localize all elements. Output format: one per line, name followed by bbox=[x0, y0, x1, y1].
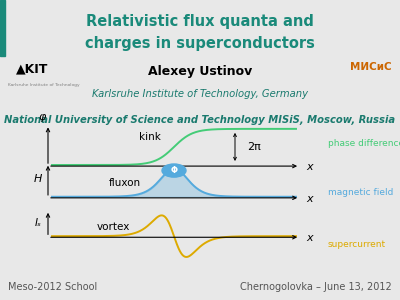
Text: Meso-2012 School: Meso-2012 School bbox=[8, 282, 97, 292]
Text: x: x bbox=[306, 162, 313, 172]
Text: Chernogolovka – June 13, 2012: Chernogolovka – June 13, 2012 bbox=[240, 282, 392, 292]
Text: x: x bbox=[306, 233, 313, 243]
Text: fluxon: fluxon bbox=[109, 178, 141, 188]
Text: Φ: Φ bbox=[170, 166, 178, 175]
Circle shape bbox=[162, 164, 186, 177]
Bar bbox=[0, 0, 5, 56]
Text: kink: kink bbox=[139, 131, 160, 142]
Text: Alexey Ustinov: Alexey Ustinov bbox=[148, 65, 252, 78]
Text: Karlsruhe Institute of Technology: Karlsruhe Institute of Technology bbox=[8, 83, 80, 87]
Text: charges in superconductors: charges in superconductors bbox=[85, 36, 315, 51]
Text: supercurrent: supercurrent bbox=[328, 240, 386, 249]
Text: 2π: 2π bbox=[247, 142, 261, 152]
Text: Iₛ: Iₛ bbox=[34, 218, 42, 228]
Text: vortex: vortex bbox=[96, 222, 130, 232]
Text: Relativistic flux quanta and: Relativistic flux quanta and bbox=[86, 14, 314, 28]
Text: magnetic field: magnetic field bbox=[328, 188, 393, 197]
Text: Karlsruhe Institute of Technology, Germany: Karlsruhe Institute of Technology, Germa… bbox=[92, 89, 308, 99]
Text: x: x bbox=[306, 194, 313, 204]
Text: National University of Science and Technology MISiS, Moscow, Russia: National University of Science and Techn… bbox=[4, 115, 396, 124]
Text: H: H bbox=[34, 174, 42, 184]
Text: phase difference: phase difference bbox=[328, 139, 400, 148]
Text: МИСиС: МИСиС bbox=[350, 62, 392, 72]
Text: φ: φ bbox=[38, 112, 46, 122]
Text: ▲KIT: ▲KIT bbox=[16, 62, 48, 75]
